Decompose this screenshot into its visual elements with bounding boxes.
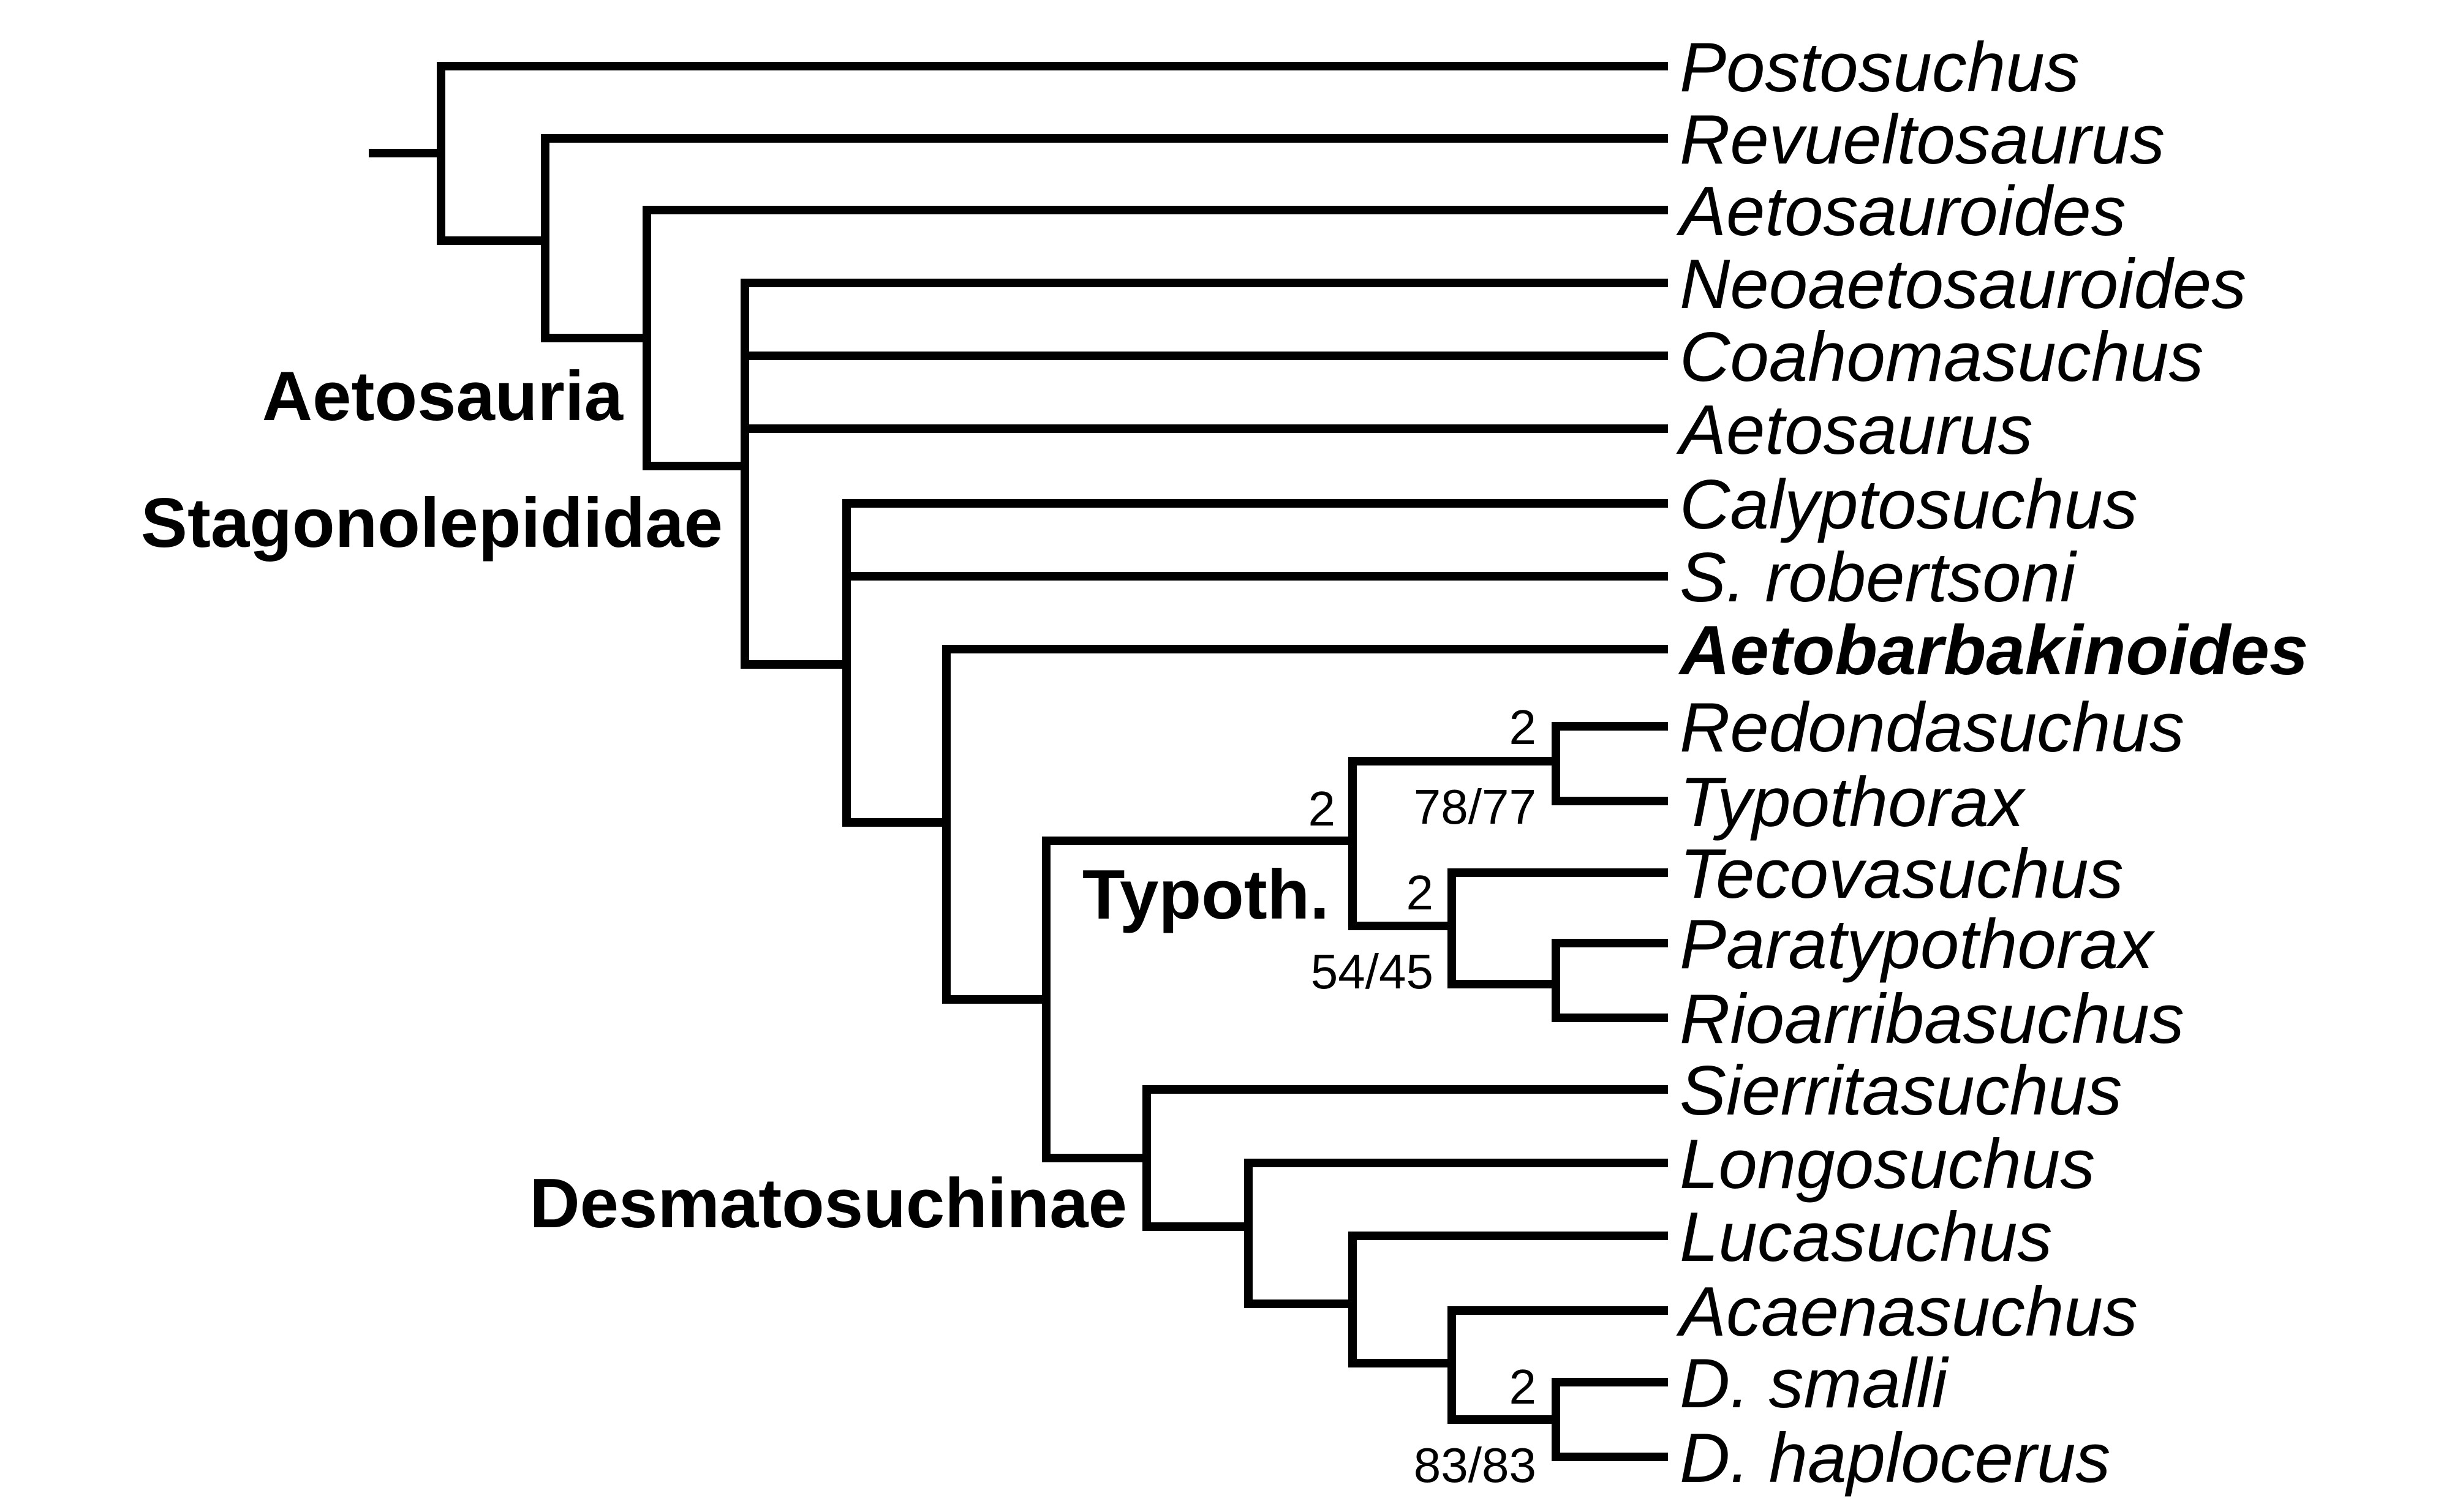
taxon-label: D. smalli bbox=[1680, 1345, 1949, 1423]
taxon-label: Lucasuchus bbox=[1680, 1198, 2052, 1276]
bootstrap-support: 83/83 bbox=[1414, 1438, 1536, 1492]
bremer-support: 2 bbox=[1406, 865, 1434, 920]
bremer-support: 2 bbox=[1509, 700, 1537, 754]
taxon-label: Revueltosaurus bbox=[1680, 101, 2165, 179]
clade-labels: Aetosauria Stagonolepididae Typoth. Desm… bbox=[141, 358, 1329, 1243]
clade-label-aetosauria: Aetosauria bbox=[262, 358, 624, 435]
taxon-label: Postosuchus bbox=[1680, 29, 2080, 107]
clade-label-stagonolepididae: Stagonolepididae bbox=[141, 484, 723, 562]
taxon-label: S. robertsoni bbox=[1680, 539, 2077, 617]
clade-label-typothoracinae: Typoth. bbox=[1082, 856, 1329, 934]
support-values: 2 78/77 2 2 54/45 2 83/83 bbox=[1308, 700, 1537, 1492]
taxon-label: Typothorax bbox=[1680, 764, 2026, 841]
taxon-label: Tecovasuchus bbox=[1680, 835, 2124, 913]
taxon-label: Aetosauroides bbox=[1676, 173, 2126, 250]
clade-label-desmatosuchinae: Desmatosuchinae bbox=[529, 1165, 1127, 1243]
bremer-support: 2 bbox=[1509, 1360, 1537, 1414]
taxon-label: Calyptosuchus bbox=[1680, 466, 2138, 544]
taxon-label: Coahomasuchus bbox=[1680, 318, 2204, 396]
taxon-label: Paratypothorax bbox=[1680, 906, 2156, 984]
bootstrap-support: 78/77 bbox=[1414, 780, 1536, 834]
tree-branches bbox=[369, 62, 1668, 1461]
taxon-labels: Postosuchus Revueltosaurus Aetosauroides… bbox=[1676, 29, 2308, 1497]
taxon-label: D. haplocerus bbox=[1680, 1420, 2110, 1497]
taxon-label: Longosuchus bbox=[1680, 1126, 2095, 1203]
bootstrap-support: 54/45 bbox=[1311, 944, 1433, 999]
bremer-support: 2 bbox=[1308, 781, 1336, 836]
taxon-label: Neoaetosauroides bbox=[1680, 246, 2246, 323]
taxon-label-highlighted: Aetobarbakinoides bbox=[1678, 612, 2308, 690]
taxon-label: Sierritasuchus bbox=[1680, 1052, 2122, 1130]
taxon-label: Rioarribasuchus bbox=[1680, 980, 2184, 1058]
taxon-label: Redondasuchus bbox=[1680, 689, 2184, 767]
taxon-label: Acaenasuchus bbox=[1676, 1273, 2138, 1351]
taxon-label: Aetosaurus bbox=[1676, 391, 2033, 469]
